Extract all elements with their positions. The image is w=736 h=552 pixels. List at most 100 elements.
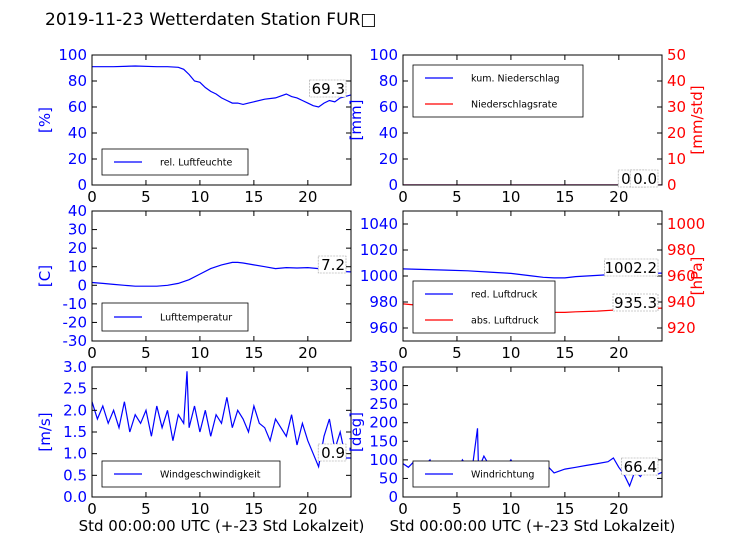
x-tick-label: 20	[609, 344, 628, 362]
y-tick-label: 80	[68, 72, 87, 90]
y-right-tick-label: 920	[667, 319, 696, 337]
y-right-tick-label: 30	[667, 98, 686, 116]
y-tick-label: -10	[63, 295, 88, 313]
y-right-tick-label: 940	[667, 293, 696, 311]
value-label: 7.2	[321, 256, 345, 274]
y-tick-label: 60	[379, 98, 398, 116]
x-axis-label: Std 00:00:00 UTC (+-23 Std Lokalzeit)	[390, 517, 676, 535]
x-tick-label: 15	[555, 344, 574, 362]
panel-windspeed: 0 5 10 15 20 0.0 0.5 1.0 1.5 2.0 2.5 3.0 [m/s] Std 00…	[36, 358, 364, 535]
y-right-tick-label: 40	[667, 72, 686, 90]
x-tick-label: 20	[609, 500, 628, 518]
y-axis-label: [mm]	[347, 100, 365, 141]
x-tick-label: 15	[244, 344, 263, 362]
x-tick-label: 10	[501, 188, 520, 206]
y-right-axis-label: [hPa]	[688, 257, 706, 296]
value-label-box	[629, 169, 659, 188]
y-tick-label: 0	[388, 176, 398, 194]
x-tick-label: 5	[141, 500, 151, 518]
legend: red. Luftdruck abs. Luftdruck	[412, 280, 556, 334]
x-tick-label: 0	[398, 188, 408, 206]
page-title: 2019-11-23 Wetterdaten Station FUR□	[45, 10, 377, 30]
y-tick-label: 100	[369, 46, 398, 64]
value-label-box	[621, 457, 659, 476]
x-tick-label: 0	[87, 500, 97, 518]
panel-temperature: 0 5 10 15 20-30-20-10010203040[C]Lufttempera…	[36, 202, 352, 362]
series-line-temperature-0	[92, 261, 351, 287]
value-label: 935.3	[614, 294, 657, 312]
x-tick-label: 5	[452, 500, 462, 518]
x-tick-label: 10	[501, 344, 520, 362]
x-tick-label: 15	[244, 500, 263, 518]
y-right-tick-label: 0	[667, 176, 677, 194]
y-tick-label: 30	[68, 221, 87, 239]
x-tick-label: 5	[141, 344, 151, 362]
y-tick-label: 1.5	[63, 423, 87, 441]
x-tick-label: 10	[190, 188, 209, 206]
x-axis-label: Std 00:00:00 UTC (+-23 Std Lokalzeit)	[79, 517, 365, 535]
y-tick-label: -20	[63, 313, 88, 331]
legend-label: Windrichtung	[471, 470, 534, 481]
plot-frame	[402, 366, 663, 498]
x-tick-label: 20	[298, 188, 317, 206]
y-axis-label: [C]	[36, 265, 54, 287]
legend-label: abs. Luftdruck	[471, 316, 539, 327]
legend: rel. Luftfeuchte	[101, 148, 249, 176]
y-tick-label: 100	[58, 46, 87, 64]
y-tick-label: 40	[68, 202, 87, 220]
value-label-box	[317, 255, 347, 274]
x-tick-label: 0	[398, 344, 408, 362]
x-tick-label: 10	[190, 500, 209, 518]
y-tick-label: 2.5	[63, 380, 87, 398]
legend-box	[412, 64, 584, 118]
y-right-tick-label: 980	[667, 241, 696, 259]
panel-precipitation: 0 5 10 15 20 0 20 40 60 80 100 0 10 20 30 40 50 [mm] [mm/s…	[347, 46, 706, 206]
y-tick-label: -30	[63, 332, 88, 350]
y-right-tick-label: 960	[667, 267, 696, 285]
y-tick-label: 150	[369, 432, 398, 450]
series-line-windspeed-0	[92, 371, 351, 469]
x-tick-label: 0	[398, 500, 408, 518]
value-label: 69.3	[312, 80, 345, 98]
y-tick-label: 60	[68, 98, 87, 116]
y-tick-label: 1040	[360, 215, 398, 233]
y-tick-label: 20	[68, 150, 87, 168]
panel-pressure: 0 5 10 15 20 960 980 1000 1020 1040 920 940 960 980 10…	[360, 210, 706, 362]
y-tick-label: 2.0	[63, 401, 87, 419]
y-right-tick-label: 10	[667, 150, 686, 168]
y-tick-label: 250	[369, 395, 398, 413]
legend-box	[412, 280, 556, 334]
y-tick-label: 1.0	[63, 445, 87, 463]
x-tick-label: 0	[87, 344, 97, 362]
y-tick-label: 0	[388, 488, 398, 506]
x-tick-label: 0	[87, 188, 97, 206]
x-tick-label: 10	[190, 344, 209, 362]
y-tick-label: 1020	[360, 241, 398, 259]
x-tick-label: 5	[452, 188, 462, 206]
y-right-tick-label: 20	[667, 124, 686, 142]
value-label: 0.0	[633, 170, 657, 188]
y-tick-label: 0.5	[63, 466, 87, 484]
y-tick-label: 10	[68, 258, 87, 276]
y-right-tick-label: 50	[667, 46, 686, 64]
x-tick-label: 5	[452, 344, 462, 362]
legend-label: Lufttemperatur	[160, 313, 232, 324]
legend: Windgeschwindigkeit	[101, 460, 281, 488]
value-label: 0.9	[321, 444, 345, 462]
x-tick-label: 5	[141, 188, 151, 206]
legend: Lufttemperatur	[101, 302, 249, 332]
y-tick-label: 0.0	[63, 488, 87, 506]
value-label-box	[317, 443, 347, 462]
x-tick-label: 15	[555, 188, 574, 206]
panel-humidity: 0 5 10 15 20 0 20 40 60 80 100 [%] rel. Luftfeuchte 6…	[36, 46, 352, 206]
y-tick-label: 50	[379, 469, 398, 487]
x-tick-label: 20	[609, 188, 628, 206]
y-tick-label: 20	[68, 239, 87, 257]
x-tick-label: 20	[298, 500, 317, 518]
value-label-box	[309, 79, 347, 98]
y-right-axis-label: [mm/std]	[688, 85, 706, 154]
x-tick-label: 15	[555, 500, 574, 518]
value-label-box	[612, 293, 659, 312]
y-tick-label: 200	[369, 414, 398, 432]
